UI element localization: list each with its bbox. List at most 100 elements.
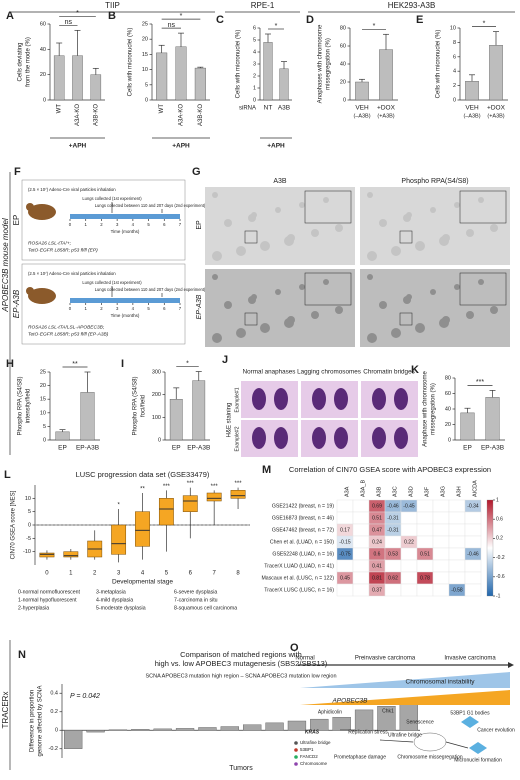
significance-label: * [180,13,183,20]
row-label: GSE52248 (LUAD, n = 16) [272,551,334,557]
timeline-axis-label: Time (months) [111,313,140,318]
y-axis-label: Cells deviating [18,42,24,81]
empty-cell [416,559,434,573]
dose-label: (2.5 × 10⁷) Adeno-Cre viral particles in… [28,271,116,276]
y-tick-label: 3 [253,61,256,67]
y-axis-label: Phospho RPA (S4/S8) [133,377,139,436]
bar [55,431,70,441]
nucleus [252,388,266,410]
micrograph [241,381,298,418]
side-label: APOBEC3B mouse model [1,218,10,313]
y-tick-label: 0 [158,437,161,443]
annotation: P = 0.042 [70,693,100,700]
y-tick-label: 40 [40,47,46,53]
cell-label: -0.31 [387,527,399,533]
bar [287,720,307,731]
y-tick-label: 8 [453,40,456,46]
texture [466,311,474,319]
empty-cell [416,535,434,549]
panel-letter: F [14,166,21,178]
empty-cell [416,511,434,525]
timeline-tick-label: 3 [116,222,119,227]
mouse-icon [28,288,56,304]
row-label: EP [12,215,21,226]
y-tick-label: 0 [448,437,451,443]
empty-cell [432,499,450,513]
empty-cell [400,523,418,537]
timeline-tick-label: 0 [69,222,72,227]
cell-label: 0.62 [388,575,398,581]
empty-cell [448,547,466,561]
y-tick-label: 300 [152,369,161,375]
chart-title: LUSC progression data set (GSE33479) [76,470,210,479]
y-tick-label: 100 [152,415,161,421]
column-label: AICDA [472,480,478,497]
y-tick-label: 60 [340,43,346,49]
texture [224,219,232,227]
nucleus [394,388,408,410]
y-tick-label: 0 [55,728,58,734]
x-tick-label: VEH [355,105,369,112]
diagram-node: KRAS [305,729,320,735]
bar [72,55,83,101]
legend-item: 6-severe dysplasia [174,589,217,595]
x-axis-label: siRNA [239,106,256,112]
cell-icon [461,716,479,728]
bar [379,49,393,101]
x-tick-label: EP-A3B [481,445,504,452]
y-axis-label: Cells with micronuclei (%) [236,30,242,99]
bar [485,397,500,441]
colorbar [486,499,494,597]
empty-cell [448,559,466,573]
texture [311,229,319,237]
panel-letter: L [4,469,11,481]
y-tick-label: 5 [145,82,148,88]
bar [279,68,289,101]
empty-cell [432,547,450,561]
significance-label: * [483,20,486,27]
diagram-node: Aphidicolin [318,709,342,715]
legend-item: 5-moderate dysplasia [96,605,146,611]
empty-cell [448,523,466,537]
colorbar-tick-label: 0.6 [496,517,503,523]
inset [459,190,507,224]
empty-cell [448,571,466,585]
texture [212,333,222,343]
panel-letter: J [222,354,228,366]
column-label: A3F [424,486,430,497]
cell-label: 0.6 [374,551,381,557]
significance-label: * [373,23,376,30]
empty-cell [352,571,370,585]
annotation: Lungs collected (1st experiment) [82,196,142,201]
bar [90,74,102,101]
texture [260,323,270,333]
box [206,492,222,502]
diagram-node: 53BP1 G1 bodies [450,710,490,716]
bar [64,730,83,749]
y-tick-label: 0 [253,97,256,103]
apobec-wedge [300,690,510,705]
empty-cell [384,583,402,597]
micrograph [301,381,358,418]
y-tick-label: 40 [445,406,451,412]
timeline-tick-label: 5 [147,222,150,227]
bar [310,718,329,731]
group-header: HEK293-A3B [388,1,436,10]
y-tick-label: 0 [145,97,148,103]
cell-label: -0.58 [451,587,463,593]
empty-cell [336,511,354,525]
x-tick-label: A3B-KO [198,104,204,126]
cell-label: -0.15 [339,539,351,545]
empty-cell [400,583,418,597]
x-tick-label: EP [58,445,67,452]
nucleus [394,427,408,449]
y-tick-label: 20 [40,383,46,389]
diagram-node: Prometaphase damage [334,754,386,760]
x-tick-label: VEH [465,105,479,112]
panel-letter: G [192,166,201,178]
inset [304,272,352,306]
texture [335,224,343,232]
timeline-axis-label: Time (months) [111,229,140,234]
legend-item: 2-hyperplasia [18,605,49,611]
